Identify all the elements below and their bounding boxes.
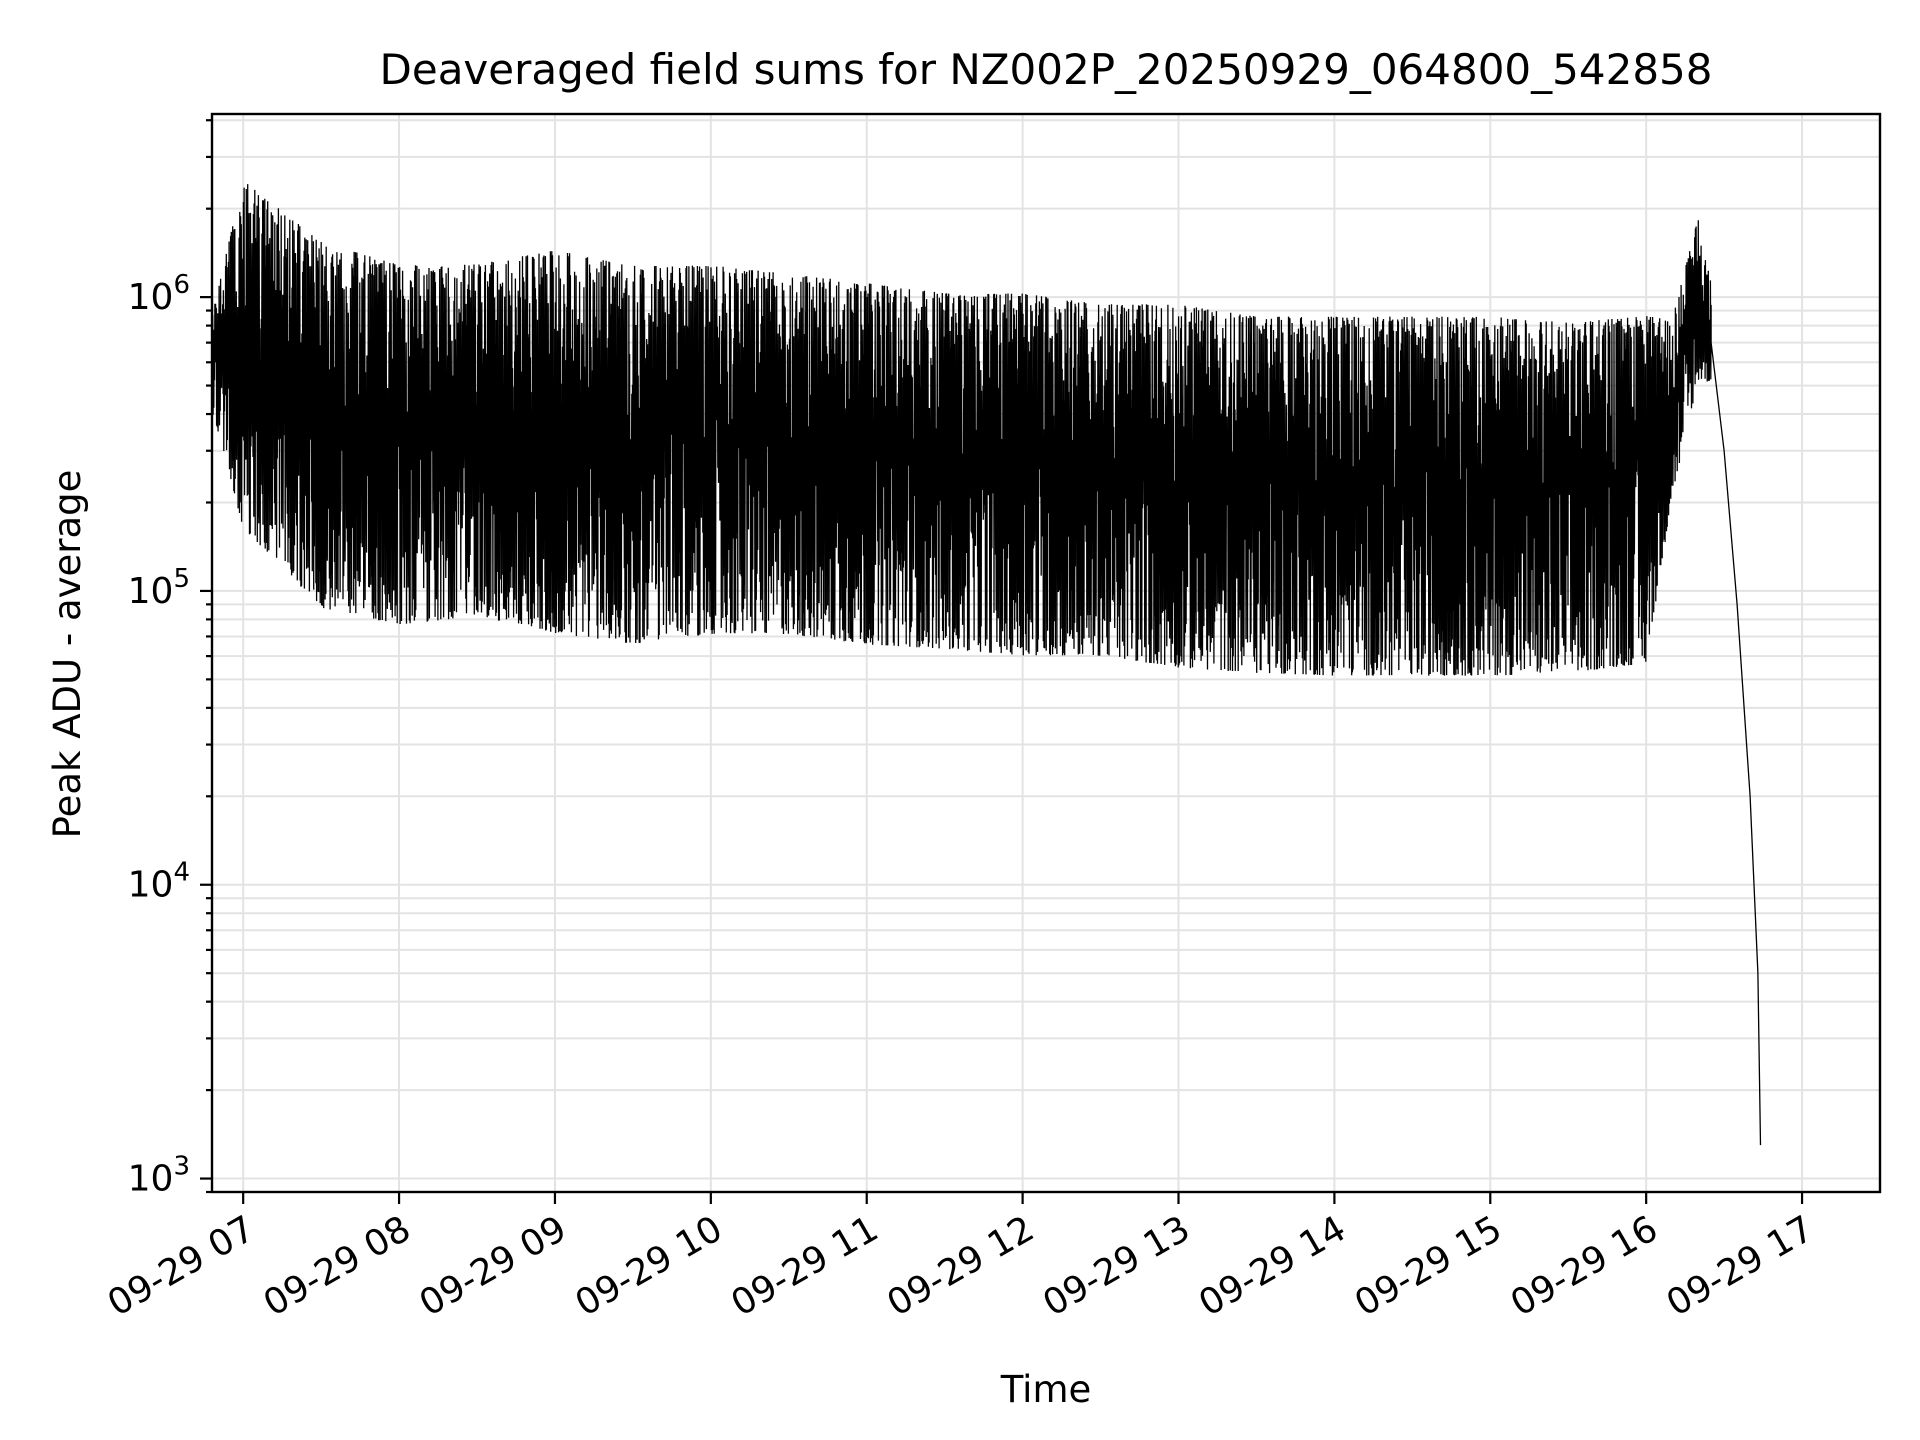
series-group [211, 184, 1762, 1146]
plot-frame [210, 112, 1882, 1194]
y-tick-exponent: 5 [173, 564, 190, 594]
y-tick-exponent: 4 [173, 858, 190, 888]
y-tick-base: 10 [128, 277, 174, 318]
chart-title: Deaveraged field sums for NZ002P_2025092… [380, 45, 1713, 94]
y-tick-label: 104 [128, 858, 190, 906]
series-line [211, 184, 1762, 1146]
y-tick-exponent: 6 [173, 270, 190, 300]
y-tick-base: 10 [128, 1159, 174, 1200]
x-axis-label: Time [1000, 1368, 1092, 1411]
y-tick-base: 10 [128, 865, 174, 906]
y-tick-label: 106 [128, 270, 190, 318]
y-tick-label: 103 [128, 1152, 190, 1200]
y-tick-base: 10 [128, 571, 174, 612]
y-tick-label: 105 [128, 564, 190, 612]
y-axis-label: Peak ADU - average [46, 470, 89, 839]
y-tick-exponent: 3 [173, 1152, 190, 1182]
